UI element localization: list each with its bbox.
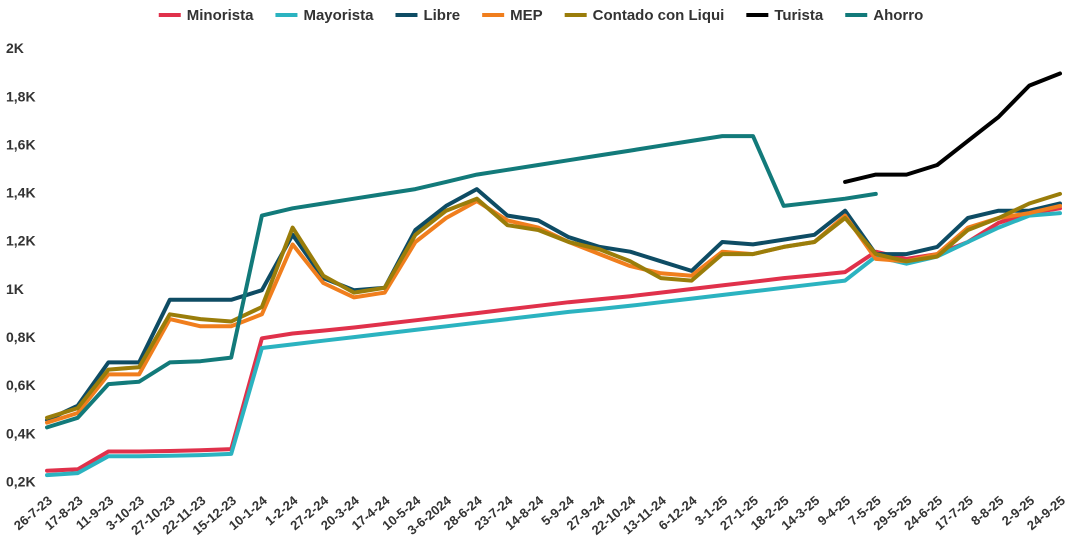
legend-label-minorista: Minorista: [187, 7, 254, 24]
legend-label-mep: MEP: [510, 7, 543, 24]
legend-swatch-mep: [482, 13, 505, 17]
y-tick-label: 0,4K: [6, 425, 36, 441]
y-tick-label: 0,6K: [6, 377, 36, 393]
x-axis: 26-7-2317-8-2311-9-233-10-2327-10-2322-1…: [11, 492, 1068, 537]
legend-swatch-minorista: [158, 13, 181, 17]
y-tick-label: 0,8K: [6, 329, 36, 345]
legend-item-contado-con-liqui[interactable]: Contado con Liqui: [564, 7, 725, 24]
series-line-contado-con-liqui: [45, 191, 1062, 420]
y-tick-label: 1K: [6, 281, 24, 297]
legend-swatch-contado-con-liqui: [564, 13, 587, 17]
y-tick-label: 1,6K: [6, 136, 36, 152]
legend-item-mayorista[interactable]: Mayorista: [275, 7, 374, 24]
legend-swatch-libre: [395, 13, 418, 17]
legend-item-libre[interactable]: Libre: [395, 7, 460, 24]
y-tick-label: 1,4K: [6, 185, 36, 201]
y-tick-label: 1,2K: [6, 233, 36, 249]
y-tick-label: 2K: [6, 40, 24, 56]
series-line-libre: [45, 187, 1062, 423]
y-tick-label: 0,2K: [6, 473, 36, 489]
legend-item-ahorro[interactable]: Ahorro: [845, 7, 923, 24]
legend-label-libre: Libre: [423, 7, 460, 24]
series-line-turista: [843, 71, 1062, 184]
series-line-ahorro: [45, 134, 878, 430]
series-line-minorista: [45, 206, 1062, 473]
legend-swatch-turista: [746, 13, 769, 17]
legend-item-turista[interactable]: Turista: [746, 7, 824, 24]
x-tick-label: 8-8-25: [968, 493, 1006, 529]
y-axis: 0,2K 0,4K 0,6K 0,8K 1K 1,2K 1,4K 1,6K 1,8K 2K: [6, 40, 36, 489]
plot-area: [45, 71, 1062, 478]
legend-label-mayorista: Mayorista: [303, 7, 374, 24]
y-tick-label: 1,8K: [6, 88, 36, 104]
legend-label-ahorro: Ahorro: [873, 7, 923, 24]
legend-item-mep[interactable]: MEP: [482, 7, 543, 24]
x-tick-label: 9-4-25: [815, 493, 853, 529]
legend-swatch-ahorro: [845, 13, 868, 17]
legend-item-minorista[interactable]: Minorista: [158, 7, 254, 24]
legend-label-turista: Turista: [774, 7, 824, 24]
legend-swatch-mayorista: [275, 13, 298, 17]
legend: Minorista Mayorista Libre MEP Contado con Li…: [158, 7, 923, 24]
legend-label-contado-con-liqui: Contado con Liqui: [593, 7, 725, 24]
